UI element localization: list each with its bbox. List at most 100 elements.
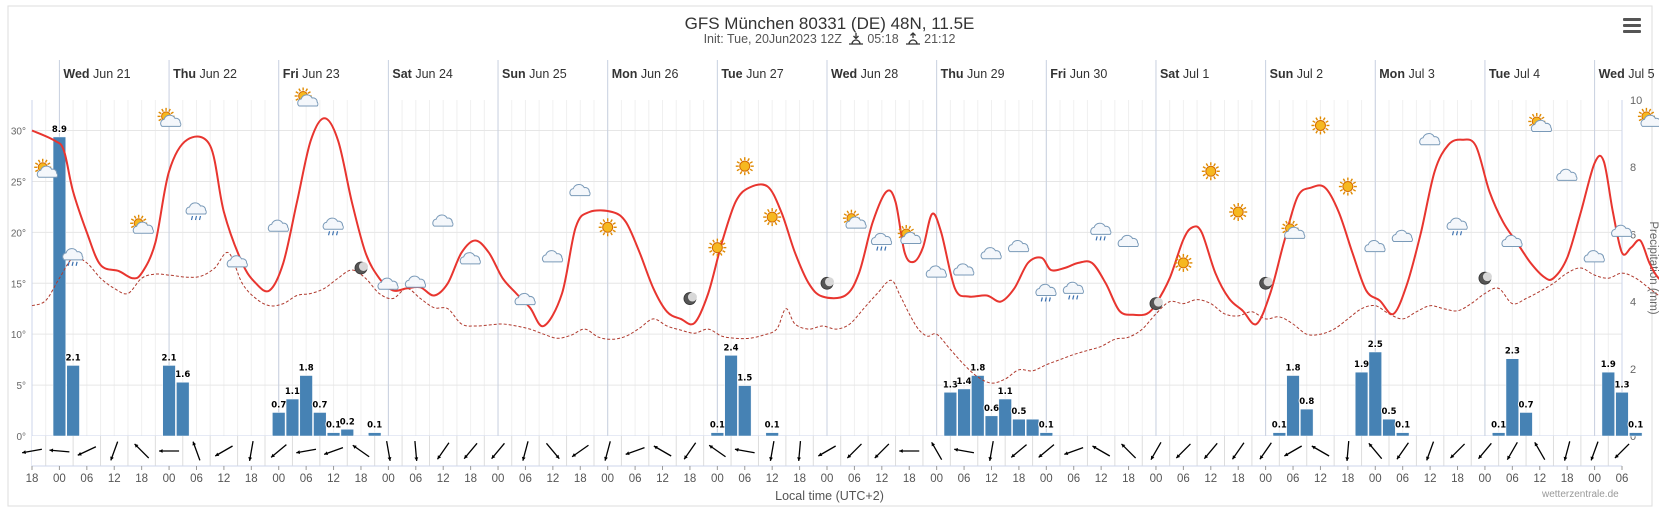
day-label: Fri Jun 23 <box>283 67 340 81</box>
wind-arrow-head <box>271 453 275 458</box>
sunrise-time: 05:18 <box>867 32 899 46</box>
precip-data-label: 0.1 <box>765 421 780 431</box>
day-label: Thu Jun 22 <box>173 67 237 81</box>
hour-tick-label: 00 <box>492 473 505 485</box>
cloud-icon <box>1583 250 1605 263</box>
sun-ray <box>1342 191 1346 195</box>
sun-ray <box>1233 203 1236 208</box>
rain-drop <box>67 261 70 266</box>
wind-arrow <box>797 440 802 462</box>
rain-drop <box>1455 231 1459 236</box>
rain-drop <box>1068 295 1071 300</box>
rain-drop <box>1451 231 1455 236</box>
day-date: Jun 29 <box>967 67 1005 81</box>
rain-icon <box>1090 222 1112 241</box>
sun-ray <box>170 111 174 115</box>
precip-data-label: 0.1 <box>1272 421 1287 431</box>
sun-disc <box>739 160 751 172</box>
sun-ray <box>307 91 311 94</box>
precip-data-label: 0.5 <box>1011 407 1026 417</box>
precip-bar <box>1519 412 1533 437</box>
precip-bar <box>176 381 190 437</box>
cloud-shape <box>1419 133 1441 146</box>
y-left-tick-label: 10° <box>11 330 26 341</box>
day-label: Sun Jul 2 <box>1270 67 1324 81</box>
cloud-shape <box>432 214 454 227</box>
wind-arrow-head <box>709 445 714 449</box>
sun-ray <box>1350 178 1353 182</box>
wind-arrow-head <box>1368 443 1373 448</box>
sun-ray <box>1285 220 1288 224</box>
precip-bar <box>368 432 382 437</box>
sunset-icon <box>906 32 921 45</box>
hour-tick-label: 06 <box>1177 473 1190 485</box>
precip-data-label: 0.1 <box>1039 421 1054 431</box>
sun-cloud-icon <box>842 209 867 229</box>
wind-arrow-head <box>1450 454 1455 459</box>
wind-arrow-head <box>1176 454 1181 459</box>
wind-arrow-head <box>1092 446 1097 450</box>
sun-ray <box>709 242 713 246</box>
hour-tick-label: 00 <box>1040 473 1053 485</box>
y-left-tick-label: 20° <box>11 228 26 239</box>
precip-data-label: 2.3 <box>1505 347 1520 357</box>
sun-disc <box>1342 181 1354 193</box>
day-date: Jul 4 <box>1514 67 1540 81</box>
rain-icon <box>185 202 207 221</box>
hour-tick-label: 00 <box>711 473 724 485</box>
wind-arrow <box>1231 442 1245 460</box>
hour-tick-label: 06 <box>1067 473 1080 485</box>
hour-tick-label: 00 <box>1259 473 1272 485</box>
day-label: Tue Jul 4 <box>1489 67 1540 81</box>
cloud-shape <box>1117 234 1139 248</box>
precip-data-label: 0.1 <box>1628 421 1643 431</box>
day-date: Jun 22 <box>199 67 237 81</box>
wind-arrow <box>1150 442 1162 460</box>
wind-arrow-head <box>572 453 577 457</box>
sun-ray <box>1282 230 1286 234</box>
precip-bar <box>313 412 327 437</box>
sun-ray <box>846 210 850 214</box>
day-name: Sun <box>1270 67 1297 81</box>
sun-ray <box>130 218 135 222</box>
wind-arrow <box>1614 443 1630 459</box>
day-label: Sun Jun 25 <box>502 67 567 81</box>
precip-data-label: 2.1 <box>66 353 81 363</box>
wind-arrow <box>545 442 560 460</box>
rain-drop <box>71 261 74 266</box>
day-name: Mon <box>1379 67 1408 81</box>
precip-data-label: 2.1 <box>162 353 177 363</box>
moon-icon <box>1149 297 1163 311</box>
sun-ray <box>1230 206 1234 210</box>
precip-bar <box>1039 432 1053 437</box>
sun-ray <box>610 232 613 236</box>
day-label: Mon Jul 3 <box>1379 67 1435 81</box>
sun-ray <box>1529 116 1533 120</box>
wind-arrow <box>386 441 392 461</box>
precip-data-label: 0.6 <box>984 404 999 414</box>
sun-cloud-icon <box>130 214 154 234</box>
precip-bar <box>984 415 999 437</box>
hour-tick-label: 18 <box>135 473 148 485</box>
precip-data-label: 2.4 <box>724 343 739 353</box>
cloud-icon <box>1117 234 1139 248</box>
sun-ray <box>736 161 740 164</box>
cloud-icon <box>1501 234 1523 248</box>
sun-cloud-icon <box>1528 112 1553 132</box>
precip-data-label: 1.3 <box>943 380 958 390</box>
rain-drop <box>75 261 78 266</box>
sun-ray <box>168 108 171 112</box>
y-right-tick-label: 8 <box>1630 162 1636 174</box>
wind-arrow <box>1311 445 1330 457</box>
wind-arrow-head <box>1064 451 1069 456</box>
sun-ray <box>1325 120 1329 124</box>
sun-ray <box>1188 265 1192 269</box>
sun-icon <box>598 218 617 237</box>
wind-arrow <box>1449 443 1466 459</box>
hour-tick-label: 12 <box>656 473 669 485</box>
hour-tick-label: 12 <box>546 473 559 485</box>
moon-light <box>825 277 834 287</box>
hour-tick-label: 00 <box>1479 473 1492 485</box>
wind-arrow <box>1563 441 1571 461</box>
chart-menu-button[interactable] <box>1623 18 1641 34</box>
